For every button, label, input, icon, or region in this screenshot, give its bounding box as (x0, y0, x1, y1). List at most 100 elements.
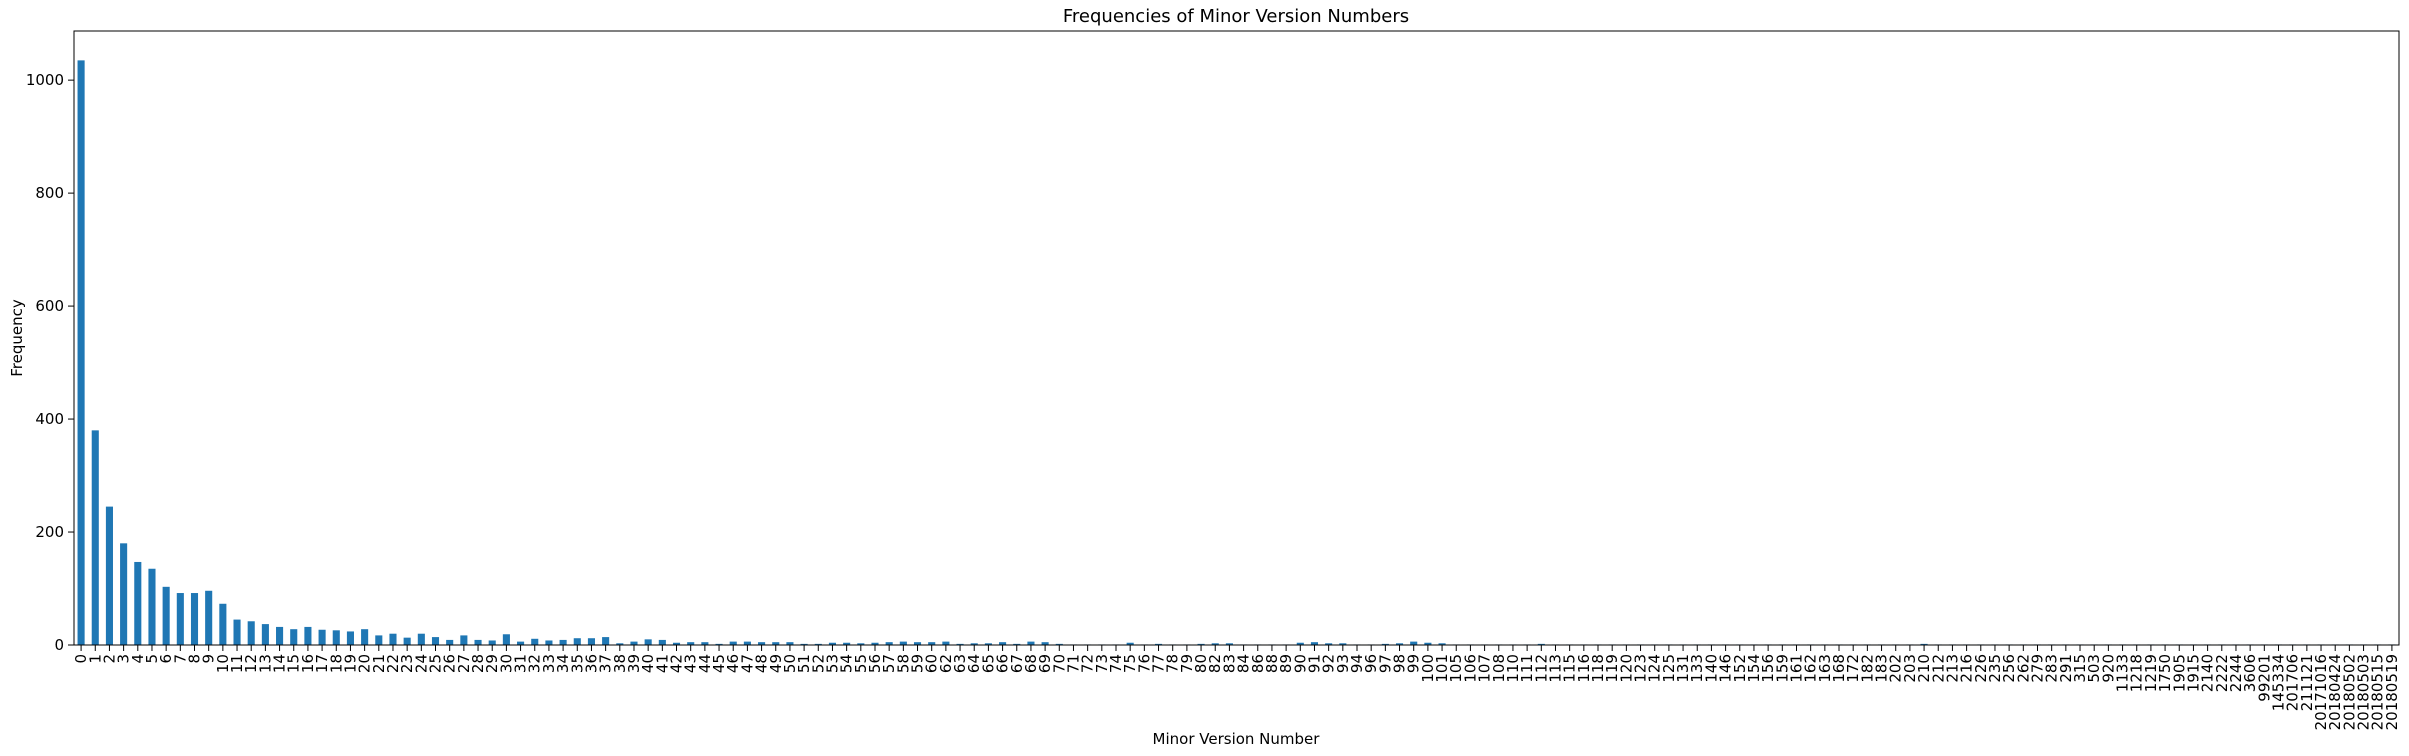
x-tick-label: 79 (1178, 654, 1196, 673)
x-tick-label: 154 (1745, 654, 1763, 683)
x-tick-label: 107 (1476, 654, 1494, 683)
bar (942, 641, 950, 645)
x-tick-label: 161 (1787, 654, 1805, 683)
x-tick-label: 12 (242, 654, 260, 673)
x-tick-label: 140 (1702, 654, 1720, 683)
x-tick-label: 29 (483, 654, 501, 673)
x-tick-label: 46 (724, 654, 742, 673)
x-tick-label: 21 (370, 654, 388, 673)
x-tick-label: 68 (1022, 654, 1040, 673)
bar (205, 590, 213, 645)
x-tick-label: 124 (1646, 654, 1664, 683)
y-tick-label: 1000 (26, 71, 64, 89)
x-tick-label: 262 (2014, 654, 2032, 683)
bar (502, 634, 510, 645)
x-tick-label: 106 (1461, 654, 1479, 683)
x-tick-label: 14 (271, 654, 289, 673)
bar (743, 641, 751, 645)
x-tick-label: 108 (1490, 654, 1508, 683)
x-tick-label: 112 (1532, 654, 1550, 683)
x-tick-label: 203 (1901, 654, 1919, 683)
bar (1211, 643, 1219, 645)
x-tick-label: 210 (1915, 654, 1933, 683)
x-tick-label: 120 (1617, 654, 1635, 683)
x-tick-label: 56 (866, 654, 884, 673)
x-tick-label: 8 (186, 654, 204, 664)
bar (318, 629, 326, 645)
x-tick-label: 16 (299, 654, 317, 673)
x-tick-label: 22 (384, 654, 402, 673)
bar (1126, 642, 1134, 645)
x-axis-label: Minor Version Number (1153, 730, 1321, 748)
x-tick-label: 113 (1546, 654, 1564, 683)
x-tick-label: 213 (1943, 654, 1961, 683)
bar (772, 642, 780, 645)
x-tick-label: 53 (823, 654, 841, 673)
bar (1296, 642, 1304, 645)
bar (644, 639, 652, 645)
x-tick-label: 20180503 (2355, 654, 2373, 730)
x-tick-label: 110 (1504, 654, 1522, 683)
bar (843, 642, 851, 645)
bar (431, 637, 440, 645)
x-tick-label: 64 (965, 654, 983, 673)
bar (1920, 643, 1928, 645)
y-tick-label: 800 (35, 184, 64, 202)
plot-frame (73, 30, 2400, 646)
x-tick-label: 67 (1008, 654, 1026, 673)
bar (1197, 643, 1205, 645)
bar (913, 642, 922, 645)
x-tick-label: 20180424 (2326, 654, 2344, 730)
bar (1424, 642, 1432, 645)
x-tick-label: 503 (2085, 654, 2103, 683)
bar (602, 637, 610, 645)
bar (290, 629, 298, 645)
x-tick-label: 78 (1164, 654, 1182, 673)
x-tick-label: 172 (1844, 654, 1862, 683)
x-tick-label: 183 (1873, 654, 1891, 683)
x-tick-label: 77 (1150, 654, 1168, 673)
x-tick-label: 226 (1972, 654, 1990, 683)
x-tick-label: 20180502 (2340, 654, 2358, 730)
x-tick-label: 146 (1717, 654, 1735, 683)
x-tick-label: 55 (852, 654, 870, 673)
bar (219, 603, 227, 645)
x-tick-label: 94 (1348, 654, 1366, 673)
bar (715, 643, 723, 645)
bar (559, 639, 567, 645)
x-tick-label: 70 (1050, 654, 1068, 673)
bar (332, 630, 340, 645)
bar (956, 643, 964, 645)
bar (1013, 643, 1021, 645)
x-tick-label: 54 (838, 654, 856, 673)
x-tick-label: 156 (1759, 654, 1777, 683)
x-tick-label: 3606 (2241, 654, 2259, 692)
x-tick-label: 96 (1362, 654, 1380, 673)
bar (758, 642, 766, 645)
x-tick-label: 13 (256, 654, 274, 673)
x-tick-label: 36 (582, 654, 600, 673)
x-tick-label: 72 (1079, 654, 1097, 673)
x-tick-label: 315 (2071, 654, 2089, 683)
x-tick-label: 76 (1135, 654, 1153, 673)
x-tick-label: 133 (1688, 654, 1706, 683)
x-tick-label: 41 (653, 654, 671, 673)
chart-title: Frequencies of Minor Version Numbers (1063, 6, 1409, 27)
bar (899, 641, 907, 645)
x-tick-label: 31 (512, 654, 530, 673)
bar (871, 642, 879, 645)
x-tick-label: 115 (1561, 654, 1579, 683)
x-tick-label: 60 (923, 654, 941, 673)
x-tick-label: 90 (1291, 654, 1309, 673)
x-tick-label: 83 (1220, 654, 1238, 673)
x-tick-label: 86 (1249, 654, 1267, 673)
bar (1438, 643, 1446, 645)
x-tick-label: 152 (1731, 654, 1749, 683)
x-tick-label: 202 (1887, 654, 1905, 683)
x-tick-label: 62 (937, 654, 955, 673)
x-tick-label: 279 (2028, 654, 2046, 683)
x-tick-label: 168 (1830, 654, 1848, 683)
bar (120, 543, 128, 645)
bar (701, 642, 709, 645)
